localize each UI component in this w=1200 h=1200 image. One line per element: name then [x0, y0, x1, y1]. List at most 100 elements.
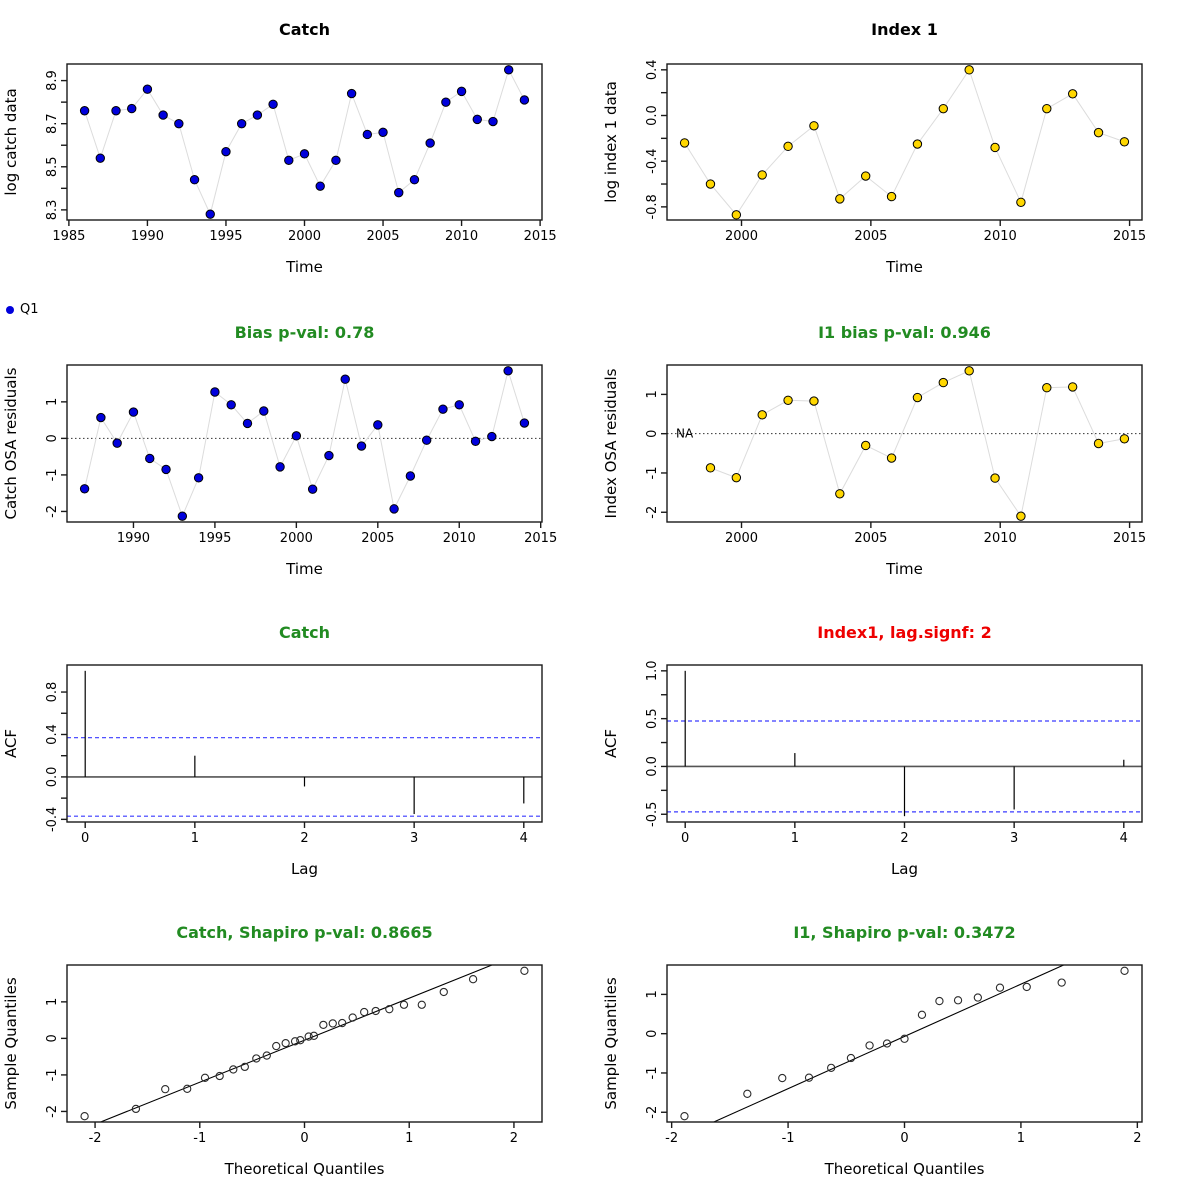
x-tick-label: -1	[782, 1131, 795, 1146]
x-tick-label: 2015	[524, 531, 557, 546]
data-point	[441, 97, 451, 107]
x-tick-label: 2000	[280, 531, 313, 546]
panel-index1-timeseries: Index 1 2000 2005 2010 2015 -0.8 -0.4 0.0 0.4 Tim…	[600, 0, 1200, 300]
data-point	[503, 65, 514, 75]
data-point	[783, 395, 793, 405]
catch-acf-plot: Catch 0 1 2 3 4 -0.4 0.0 0.4 0.8 Lag ACF	[2, 623, 543, 878]
axes	[61, 964, 543, 1128]
qq-point	[935, 996, 944, 1006]
legend: Q1	[6, 302, 39, 317]
plot-box	[66, 63, 543, 221]
y-tick-label: -1	[645, 1066, 660, 1079]
data-point	[284, 155, 294, 166]
x-tick-label: 2	[1133, 1131, 1141, 1146]
qq-point	[778, 1073, 787, 1083]
x-tick-label: 2	[510, 1131, 518, 1146]
y-tick-label: 0	[645, 430, 660, 438]
data-point	[757, 410, 767, 420]
y-tick-label: -0.5	[645, 802, 660, 827]
qq-point	[215, 1071, 224, 1081]
y-axis-label: ACF	[2, 729, 20, 758]
panel-catch-timeseries: Catch 1985 1990 1995 2000 2005 2010 2015 8.3 8.5 8…	[0, 0, 600, 300]
data-point	[809, 121, 819, 131]
panel-index1-acf: Index1, lag.signf: 2 0 1 2 3 4 -0.5 0.0 0.5 1.0 La…	[600, 600, 1200, 900]
index1-timeseries-plot: Index 1 2000 2005 2010 2015 -0.8 -0.4 0.0 0.4 Tim…	[602, 20, 1146, 276]
y-tick-label: 8.7	[45, 113, 60, 134]
x-tick-label: 1	[791, 831, 799, 846]
qq-point	[371, 1006, 380, 1016]
axes	[661, 664, 1143, 828]
data-point	[193, 473, 204, 483]
data-point	[259, 406, 269, 416]
axes	[61, 664, 543, 828]
x-tick-label: 2005	[854, 229, 887, 244]
x-tick-label: 0	[81, 831, 89, 846]
data-point	[783, 141, 793, 152]
y-tick-label: 1	[45, 398, 60, 406]
data-point	[1093, 127, 1104, 138]
y-tick-label: 1.0	[645, 660, 660, 681]
data-point	[177, 511, 188, 521]
panel-index1-osa-residuals: I1 bias p-val: 0.946 NA 2000 2005 2010 2015 -2…	[600, 300, 1200, 600]
qq-reference-line	[100, 964, 493, 1123]
data-point	[809, 396, 819, 406]
data-point	[205, 209, 215, 219]
data-point	[79, 484, 90, 494]
data-point	[731, 472, 742, 483]
plot-title: Index 1	[871, 20, 938, 39]
x-axis-label: Theoretical Quantiles	[824, 1160, 985, 1178]
y-tick-label: -1	[45, 1068, 60, 1081]
qq-point	[296, 1036, 305, 1045]
y-axis-label: Sample Quantiles	[602, 977, 620, 1109]
series-connector-line	[684, 68, 1125, 216]
data-point	[409, 175, 420, 185]
x-tick-label: 2010	[443, 531, 476, 546]
plot-box	[666, 364, 1143, 523]
catch-qq-plot: Catch, Shapiro p-val: 0.8665 -2 -1 0 1 2 -2 -1 0…	[2, 923, 543, 1178]
y-tick-label: 0	[645, 1030, 660, 1038]
x-tick-label: 0	[681, 831, 689, 846]
plot-box	[66, 364, 543, 523]
data-point	[226, 400, 236, 410]
qq-point	[743, 1089, 752, 1098]
data-point	[1016, 511, 1026, 521]
plot-box	[66, 664, 543, 823]
series-connector-line	[84, 368, 525, 518]
qq-point	[183, 1084, 192, 1093]
x-tick-label: -1	[193, 1131, 206, 1146]
x-tick-label: 2010	[984, 531, 1017, 546]
data-point	[95, 153, 106, 163]
data-point	[488, 116, 498, 127]
qq-point	[973, 993, 982, 1002]
y-tick-label: -2	[45, 505, 60, 518]
panel-catch-qqplot: Catch, Shapiro p-val: 0.8665 -2 -1 0 1 2 -2 -1 0…	[0, 900, 600, 1200]
plot-box	[666, 964, 1143, 1123]
data-point	[389, 504, 399, 514]
y-tick-label: -1	[45, 468, 60, 481]
plot-box	[666, 63, 1143, 221]
data-point	[425, 138, 435, 148]
data-point	[307, 484, 318, 494]
data-point	[405, 471, 416, 481]
data-point	[438, 404, 448, 414]
panel-catch-acf: Catch 0 1 2 3 4 -0.4 0.0 0.4 0.8 Lag ACF	[0, 600, 600, 900]
x-axis-label: Lag	[891, 860, 918, 878]
qq-point	[804, 1073, 814, 1082]
y-axis-label: log index 1 data	[602, 81, 620, 203]
y-tick-label: 0.8	[45, 682, 60, 703]
x-tick-label: 0	[300, 1131, 308, 1146]
y-axis-label: log catch data	[2, 88, 20, 195]
x-tick-label: 1995	[209, 229, 242, 244]
qq-point	[229, 1065, 238, 1074]
data-point	[96, 412, 106, 423]
data-point	[1119, 434, 1130, 444]
data-point	[1042, 383, 1052, 393]
data-point	[128, 407, 139, 417]
legend-q1-dot-icon	[6, 305, 14, 314]
data-point	[275, 462, 285, 472]
index1-acf-plot: Index1, lag.signf: 2 0 1 2 3 4 -0.5 0.0 0.5 1.0 La…	[602, 623, 1143, 878]
qq-point	[1057, 978, 1066, 987]
x-tick-label: 1985	[52, 229, 85, 244]
qq-point	[131, 1104, 141, 1114]
